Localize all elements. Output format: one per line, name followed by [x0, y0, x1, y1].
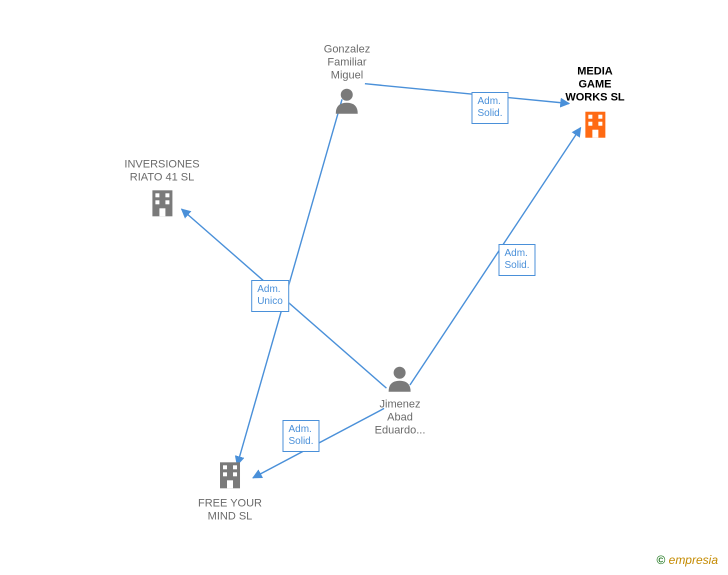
- person-icon: [375, 364, 426, 399]
- node-media[interactable]: MEDIA GAME WORKS SL: [565, 66, 624, 147]
- node-gonzalez[interactable]: Gonzalez Familiar Miguel: [324, 44, 370, 121]
- building-icon: [565, 107, 624, 146]
- copyright-symbol: ©: [656, 553, 665, 567]
- edge-gonzalez-media: [365, 84, 569, 104]
- edge-label: Adm. Solid.: [282, 420, 319, 452]
- node-inversiones[interactable]: INVERSIONES RIATO 41 SL: [124, 158, 199, 225]
- node-label: MEDIA GAME WORKS SL: [565, 66, 624, 106]
- node-label: INVERSIONES RIATO 41 SL: [124, 158, 199, 184]
- node-label: FREE YOUR MIND SL: [198, 497, 262, 523]
- watermark-brand: empresia: [669, 553, 718, 567]
- person-icon: [324, 85, 370, 120]
- building-icon: [124, 187, 199, 226]
- node-label: Jimenez Abad Eduardo...: [375, 399, 426, 439]
- watermark: © empresia: [656, 553, 718, 567]
- diagram-canvas: INVERSIONES RIATO 41 SL MEDIA GAME WORKS…: [0, 0, 728, 575]
- edge-label: Adm. Unico: [251, 280, 289, 312]
- node-label: Gonzalez Familiar Miguel: [324, 44, 370, 84]
- edge-label: Adm. Solid.: [498, 244, 535, 276]
- edge-jimenez-media: [410, 128, 581, 385]
- node-freeyourmind[interactable]: FREE YOUR MIND SL: [198, 456, 262, 523]
- node-jimenez[interactable]: Jimenez Abad Eduardo...: [375, 362, 426, 439]
- edge-label: Adm. Solid.: [471, 92, 508, 124]
- building-icon: [198, 458, 262, 497]
